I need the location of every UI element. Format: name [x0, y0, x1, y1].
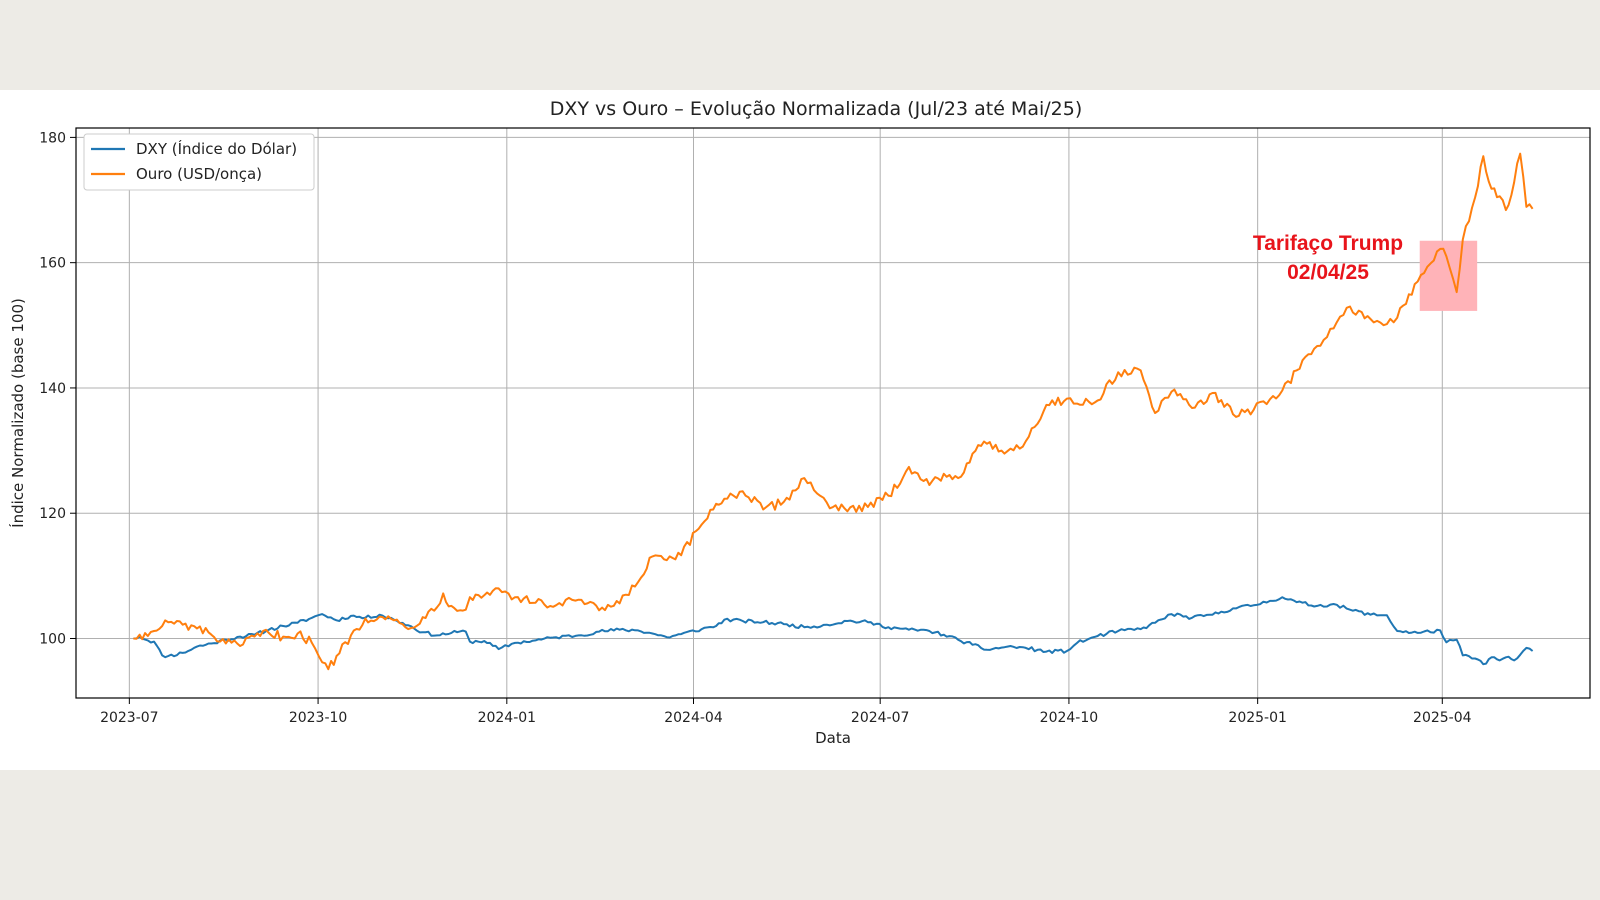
series-line-ouro — [133, 152, 1534, 671]
y-tick-label: 160 — [39, 256, 66, 272]
x-tick-label: 2025-04 — [1413, 710, 1472, 726]
x-ticks: 2023-07 2023-10 2024-01 2024-04 2024-07 2024-… — [100, 698, 1472, 726]
annotation-title: Tarifaço Trump — [1253, 232, 1403, 255]
chart-figure: DXY vs Ouro – Evolução Normalizada (Jul/… — [0, 90, 1600, 770]
x-axis-label: Data — [815, 729, 851, 747]
annotation-date: 02/04/25 — [1287, 261, 1369, 284]
legend: DXY (Índice do Dólar) Ouro (USD/onça) — [83, 133, 315, 191]
chart-title: DXY vs Ouro – Evolução Normalizada (Jul/… — [550, 98, 1082, 120]
legend-label-ouro: Ouro (USD/onça) — [136, 165, 262, 183]
x-tick-label: 2023-07 — [100, 710, 159, 726]
legend-box — [83, 133, 315, 191]
y-tick-label: 140 — [39, 381, 66, 397]
line-chart: DXY vs Ouro – Evolução Normalizada (Jul/… — [0, 90, 1600, 770]
y-axis-label: Índice Normalizado (base 100) — [8, 298, 27, 528]
y-tick-label: 100 — [39, 631, 66, 647]
legend-label-dxy: DXY (Índice do Dólar) — [136, 139, 297, 158]
x-tick-label: 2023-10 — [289, 710, 348, 726]
chart-background — [0, 90, 1600, 770]
y-tick-label: 120 — [39, 506, 66, 522]
series-line-dxy — [133, 596, 1534, 666]
series-layer — [133, 152, 1534, 671]
x-tick-label: 2025-01 — [1228, 710, 1287, 726]
plot-frame — [75, 127, 1591, 699]
x-tick-label: 2024-10 — [1040, 710, 1099, 726]
annotation-highlight — [1419, 240, 1478, 311]
x-tick-label: 2024-07 — [851, 710, 910, 726]
y-ticks: 100 120 140 160 180 — [39, 130, 76, 647]
y-tick-label: 180 — [39, 130, 66, 146]
grid-layer — [76, 128, 1590, 698]
x-tick-label: 2024-01 — [478, 710, 537, 726]
x-tick-label: 2024-04 — [664, 710, 723, 726]
highlight-layer — [1419, 240, 1478, 311]
